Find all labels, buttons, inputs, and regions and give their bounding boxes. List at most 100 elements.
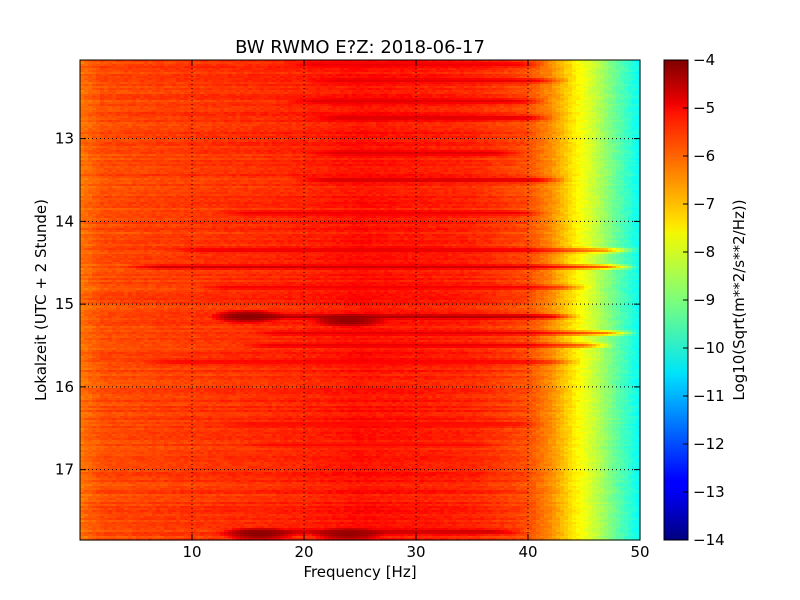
heatmap-cell <box>388 60 393 63</box>
heatmap-cell <box>92 74 97 77</box>
heatmap-cell <box>376 86 381 89</box>
heatmap-cell <box>532 90 537 93</box>
heatmap-cell <box>324 82 329 85</box>
heatmap-cell <box>524 84 529 87</box>
heatmap-cell <box>84 74 89 77</box>
heatmap-cell <box>472 92 477 95</box>
heatmap-cell <box>316 98 321 101</box>
heatmap-cell <box>372 64 377 67</box>
heatmap-cell <box>588 84 593 87</box>
heatmap-cell <box>112 88 117 91</box>
heatmap-cell <box>272 98 277 101</box>
heatmap-cell <box>140 94 145 97</box>
heatmap-cell <box>288 74 293 77</box>
heatmap-cell <box>584 68 589 71</box>
heatmap-cell <box>624 62 629 65</box>
heatmap-cell <box>292 74 297 77</box>
heatmap-cell <box>568 94 573 97</box>
heatmap-cell <box>256 60 261 63</box>
heatmap-cell <box>584 70 589 73</box>
heatmap-cell <box>300 86 305 89</box>
heatmap-cell <box>172 60 177 63</box>
heatmap-cell <box>208 88 213 91</box>
heatmap-cell <box>120 78 125 81</box>
heatmap-cell <box>348 66 353 69</box>
heatmap-cell <box>216 96 221 99</box>
heatmap-cell <box>100 96 105 99</box>
heatmap-cell <box>104 66 109 69</box>
heatmap-cell <box>424 70 429 73</box>
heatmap-cell <box>92 72 97 75</box>
heatmap-cell <box>508 72 513 75</box>
heatmap-cell <box>148 68 153 71</box>
heatmap-cell <box>212 82 217 85</box>
heatmap-cell <box>500 64 505 67</box>
heatmap-cell <box>224 86 229 89</box>
heatmap-cell <box>632 80 637 83</box>
heatmap-cell <box>296 96 301 99</box>
heatmap-cell <box>228 62 233 65</box>
heatmap-cell <box>608 60 613 63</box>
heatmap-cell <box>204 76 209 79</box>
heatmap-cell <box>396 66 401 69</box>
heatmap-cell <box>616 76 621 79</box>
heatmap-cell <box>164 70 169 73</box>
heatmap-cell <box>568 74 573 77</box>
heatmap-cell <box>152 64 157 67</box>
heatmap-cell <box>392 64 397 67</box>
heatmap-cell <box>144 98 149 101</box>
heatmap-cell <box>88 70 93 73</box>
heatmap-cell <box>380 84 385 87</box>
heatmap-cell <box>584 88 589 91</box>
heatmap-cell <box>128 68 133 71</box>
heatmap-cell <box>240 66 245 69</box>
heatmap-cell <box>136 94 141 97</box>
heatmap-cell <box>228 82 233 85</box>
heatmap-cell <box>224 64 229 67</box>
heatmap-cell <box>152 94 157 97</box>
heatmap-cell <box>156 98 161 101</box>
heatmap-cell <box>348 74 353 77</box>
heatmap-cell <box>148 88 153 91</box>
heatmap-cell <box>264 92 269 95</box>
heatmap-cell <box>476 64 481 67</box>
heatmap-cell <box>492 62 497 65</box>
heatmap-cell <box>572 64 577 67</box>
heatmap-cell <box>208 90 213 93</box>
heatmap-cell <box>136 86 141 89</box>
heatmap-cell <box>100 84 105 87</box>
heatmap-cell <box>160 66 165 69</box>
heatmap-cell <box>280 92 285 95</box>
heatmap-cell <box>112 62 117 65</box>
heatmap-cell <box>524 70 529 73</box>
heatmap-cell <box>448 66 453 69</box>
heatmap-cell <box>496 82 501 85</box>
heatmap-cell <box>480 84 485 87</box>
heatmap-cell <box>352 74 357 77</box>
heatmap-cell <box>312 96 317 99</box>
heatmap-cell <box>192 76 197 79</box>
heatmap-cell <box>628 96 633 99</box>
heatmap-cell <box>192 96 197 99</box>
heatmap-cell <box>612 90 617 93</box>
heatmap-cell <box>464 88 469 91</box>
heatmap-cell <box>256 90 261 93</box>
heatmap-cell <box>120 90 125 93</box>
heatmap-cell <box>308 70 313 73</box>
heatmap-cell <box>420 74 425 77</box>
heatmap-cell <box>260 82 265 85</box>
heatmap-cell <box>600 76 605 79</box>
heatmap-cell <box>452 64 457 67</box>
heatmap-cell <box>540 76 545 79</box>
heatmap-cell <box>452 80 457 83</box>
heatmap-cell <box>376 94 381 97</box>
heatmap-cell <box>460 68 465 71</box>
heatmap-cell <box>508 68 513 71</box>
heatmap-cell <box>180 76 185 79</box>
heatmap-cell <box>240 68 245 71</box>
heatmap-cell <box>96 64 101 67</box>
heatmap-cell <box>468 88 473 91</box>
heatmap-cell <box>472 62 477 65</box>
heatmap-cell <box>124 80 129 83</box>
heatmap-cell <box>236 60 241 63</box>
